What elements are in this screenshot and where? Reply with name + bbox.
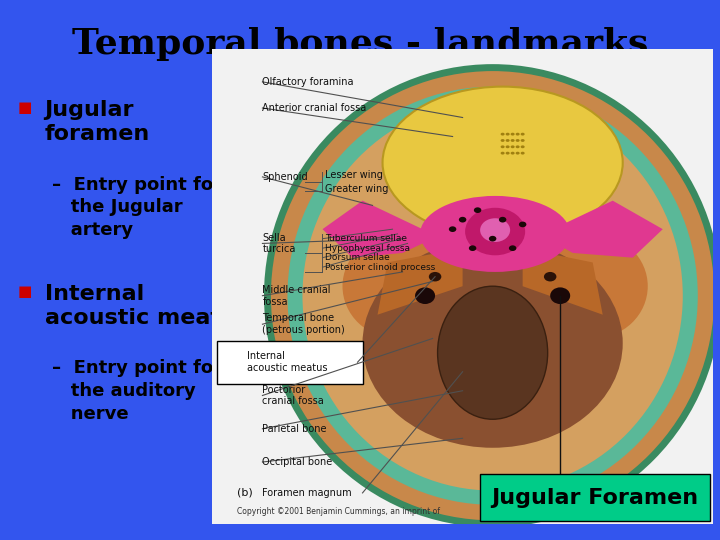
Text: Hypophyseal fossa: Hypophyseal fossa xyxy=(325,244,410,253)
Ellipse shape xyxy=(459,217,467,222)
Text: Dorsum sellae: Dorsum sellae xyxy=(325,253,390,262)
Text: Occipital bone: Occipital bone xyxy=(262,457,333,467)
Ellipse shape xyxy=(509,245,516,251)
Ellipse shape xyxy=(505,152,510,154)
Text: Anterior cranial fossa: Anterior cranial fossa xyxy=(262,103,366,113)
Ellipse shape xyxy=(429,272,441,281)
Ellipse shape xyxy=(465,208,525,255)
Text: (b): (b) xyxy=(238,488,253,498)
Ellipse shape xyxy=(420,196,570,272)
Ellipse shape xyxy=(505,139,510,142)
Ellipse shape xyxy=(438,286,548,419)
Text: Poctorior
cranial fossa: Poctorior cranial fossa xyxy=(262,384,324,406)
Text: Jugular Foramen: Jugular Foramen xyxy=(492,488,699,508)
Ellipse shape xyxy=(287,86,698,505)
Text: Greater wing: Greater wing xyxy=(325,184,388,194)
Ellipse shape xyxy=(469,245,477,251)
Text: –  Entry point for
   the auditory
   nerve: – Entry point for the auditory nerve xyxy=(52,359,222,423)
Ellipse shape xyxy=(510,139,515,142)
Text: Temporal bone
(petrous portion): Temporal bone (petrous portion) xyxy=(262,313,345,335)
Ellipse shape xyxy=(449,226,456,232)
Ellipse shape xyxy=(489,236,496,241)
Ellipse shape xyxy=(362,239,623,448)
Ellipse shape xyxy=(516,145,520,149)
Ellipse shape xyxy=(267,68,718,524)
Polygon shape xyxy=(523,248,603,315)
Text: Tuberculum sellae: Tuberculum sellae xyxy=(325,234,407,243)
Text: Jugular
foramen: Jugular foramen xyxy=(45,100,150,144)
Ellipse shape xyxy=(343,234,453,339)
Ellipse shape xyxy=(510,152,515,154)
Text: Middle cranial
fossa: Middle cranial fossa xyxy=(262,285,331,307)
Text: ■: ■ xyxy=(18,284,32,299)
Ellipse shape xyxy=(544,272,557,281)
Ellipse shape xyxy=(500,139,505,142)
Ellipse shape xyxy=(474,207,482,213)
Text: Parietal bone: Parietal bone xyxy=(262,424,327,434)
Ellipse shape xyxy=(415,287,435,304)
Text: Olfactory foramina: Olfactory foramina xyxy=(262,77,354,87)
Ellipse shape xyxy=(500,133,505,136)
Ellipse shape xyxy=(505,145,510,149)
Ellipse shape xyxy=(521,152,525,154)
Text: Internal
acoustic meatus: Internal acoustic meatus xyxy=(45,284,250,327)
Ellipse shape xyxy=(521,145,525,149)
Text: Sella
turcica: Sella turcica xyxy=(262,233,296,254)
FancyBboxPatch shape xyxy=(217,341,362,383)
Ellipse shape xyxy=(538,234,648,339)
Text: –  Entry point for
   the Jugular
   artery: – Entry point for the Jugular artery xyxy=(52,176,222,239)
Ellipse shape xyxy=(480,218,510,242)
Ellipse shape xyxy=(519,221,526,227)
Ellipse shape xyxy=(510,145,515,149)
Ellipse shape xyxy=(505,133,510,136)
Ellipse shape xyxy=(516,152,520,154)
Text: Foramen magnum: Foramen magnum xyxy=(262,488,352,498)
FancyBboxPatch shape xyxy=(480,474,711,522)
Ellipse shape xyxy=(516,139,520,142)
Text: Posterior clinoid process: Posterior clinoid process xyxy=(325,262,435,272)
Polygon shape xyxy=(548,201,662,258)
Text: ■: ■ xyxy=(18,100,32,115)
Polygon shape xyxy=(323,201,433,258)
Ellipse shape xyxy=(550,287,570,304)
Text: Internal
acoustic meatus: Internal acoustic meatus xyxy=(248,351,328,374)
Ellipse shape xyxy=(302,101,683,490)
Polygon shape xyxy=(377,248,462,315)
Ellipse shape xyxy=(499,217,506,222)
Ellipse shape xyxy=(521,133,525,136)
Text: Sphenoid: Sphenoid xyxy=(262,172,308,182)
Text: Temporal bones - landmarks: Temporal bones - landmarks xyxy=(72,27,648,61)
Ellipse shape xyxy=(521,139,525,142)
Ellipse shape xyxy=(510,133,515,136)
Ellipse shape xyxy=(382,86,623,239)
Ellipse shape xyxy=(516,133,520,136)
Text: Lesser wing: Lesser wing xyxy=(325,170,383,179)
Text: Copyright ©2001 Benjamin Cummings, an imprint of: Copyright ©2001 Benjamin Cummings, an im… xyxy=(238,508,441,516)
Ellipse shape xyxy=(500,145,505,149)
Ellipse shape xyxy=(500,152,505,154)
